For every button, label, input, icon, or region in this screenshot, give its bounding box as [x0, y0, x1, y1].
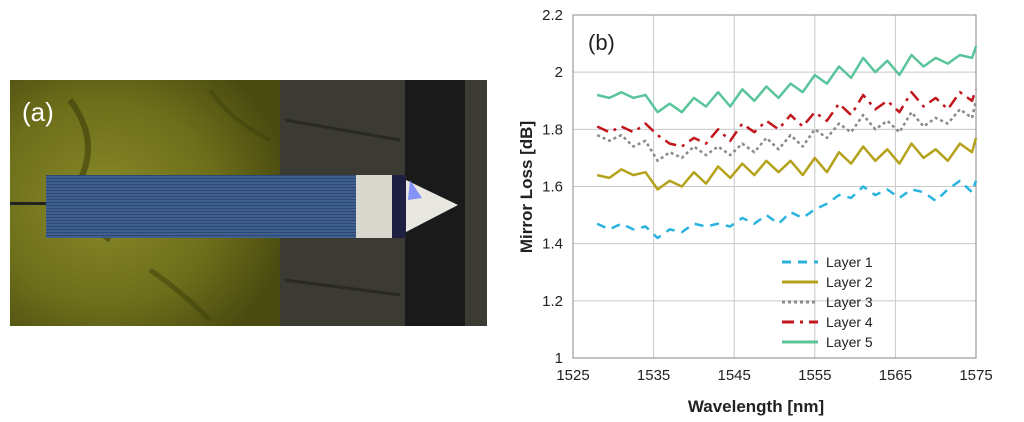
y-tick-label: 2.2 [542, 7, 563, 24]
plot-frame [572, 14, 977, 359]
x-tick-label: 1525 [556, 367, 589, 384]
y-tick-label: 1.8 [542, 121, 563, 138]
series-line-layer-3 [596, 100, 978, 163]
y-tick-label: 2 [555, 64, 563, 81]
panel-b-label: (b) [588, 30, 615, 55]
photo-image [10, 80, 487, 326]
legend-label-layer-2: Layer 2 [826, 274, 873, 290]
y-tick-label: 1.6 [542, 179, 563, 196]
series-line-layer-1 [596, 179, 978, 240]
chart-series [596, 45, 978, 240]
legend-label-layer-5: Layer 5 [826, 334, 873, 350]
x-tick-label: 1565 [879, 367, 912, 384]
chart-grid [572, 14, 977, 359]
y-tick-label: 1.2 [542, 293, 563, 310]
series-line-layer-2 [596, 137, 978, 191]
series-line-layer-5 [596, 45, 978, 114]
legend-label-layer-1: Layer 1 [826, 254, 873, 270]
mirror-loss-chart: 1525 1535 1545 1555 1565 1575 1 1.2 1.4 1.6 1.8 2 2.… [517, 7, 993, 416]
x-tick-label: 1575 [959, 367, 992, 384]
legend-label-layer-4: Layer 4 [826, 314, 873, 330]
x-tick-label: 1545 [718, 367, 751, 384]
series-line-layer-4 [596, 88, 978, 148]
y-axis-title: Mirror Loss [dB] [517, 121, 536, 253]
microscope-photo: (a) [10, 80, 487, 326]
x-axis-title: Wavelength [nm] [688, 397, 824, 416]
legend-label-layer-3: Layer 3 [826, 294, 873, 310]
x-tick-label: 1555 [798, 367, 831, 384]
chart-axes: 1525 1535 1545 1555 1565 1575 1 1.2 1.4 1.6 1.8 2 2.… [542, 7, 993, 384]
y-tick-label: 1 [555, 350, 563, 367]
x-tick-label: 1535 [637, 367, 670, 384]
panel-a-label: (a) [22, 97, 54, 127]
y-tick-label: 1.4 [542, 236, 563, 253]
chart-legend: Layer 1 Layer 2 Layer 3 Layer 4 Layer 5 [782, 254, 873, 350]
